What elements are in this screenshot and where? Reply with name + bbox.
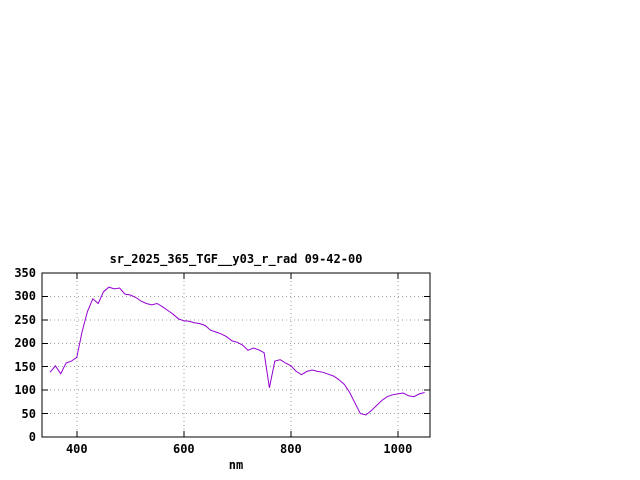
spectrum-line (49, 286, 425, 416)
y-tick-label: 200 (14, 336, 36, 351)
y-tick-label: 0 (28, 430, 36, 444)
x-tick-label: 1000 (383, 442, 413, 456)
gridlines (42, 273, 430, 437)
x-axis-label: nm (228, 458, 244, 472)
tick-marks (42, 272, 430, 438)
y-tick-label: 300 (14, 289, 36, 304)
y-tick-label: 150 (14, 359, 36, 374)
y-tick-label: 50 (21, 406, 36, 421)
plot-border (41, 272, 431, 438)
y-tick-label: 100 (14, 383, 36, 398)
y-tick-label: 250 (14, 312, 36, 327)
chart-title: sr_2025_365_TGF__y03_r_rad 09-42-00 (109, 252, 363, 266)
x-tick-label: 400 (65, 442, 88, 456)
x-tick-label: 800 (280, 442, 302, 456)
y-tick-label: 350 (14, 266, 36, 280)
x-tick-label: 600 (172, 442, 195, 456)
